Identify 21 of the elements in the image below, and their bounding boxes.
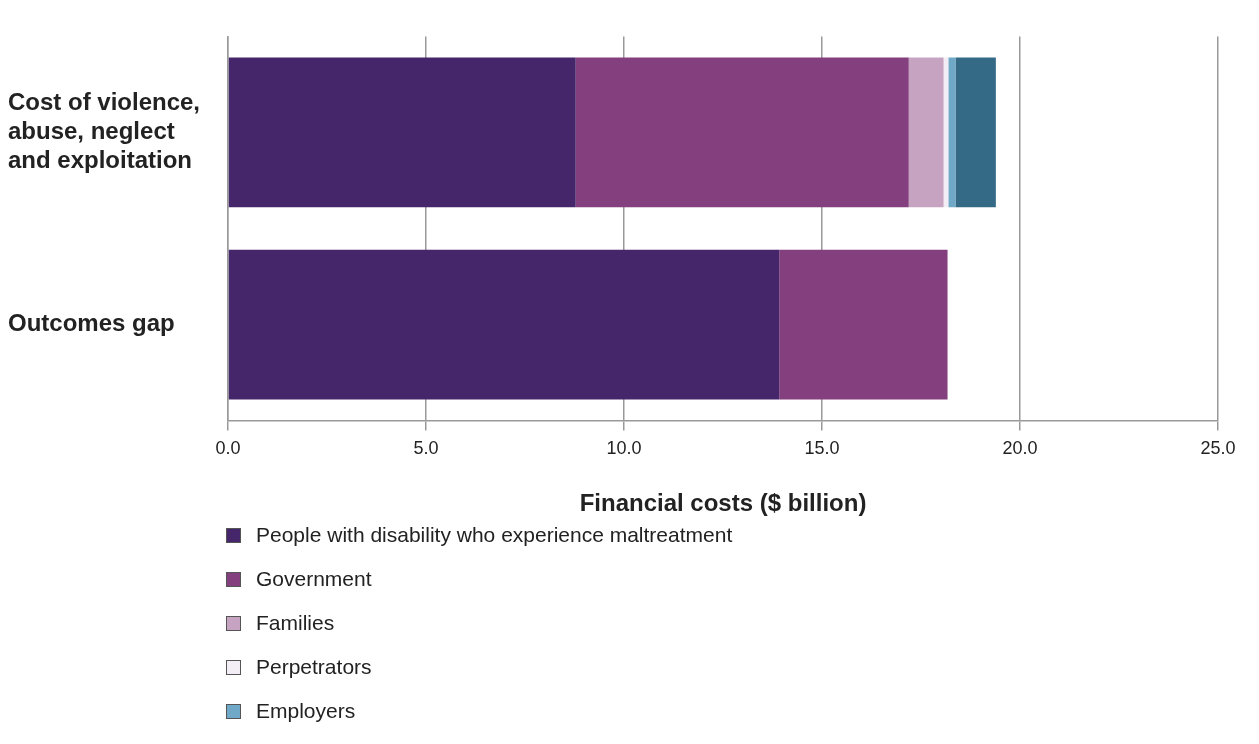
bar: [575, 57, 909, 208]
x-tick-label: 0.0: [215, 438, 241, 459]
legend-label: Government: [256, 567, 372, 591]
legend-label: Perpetrators: [256, 655, 372, 679]
bar: [955, 57, 996, 208]
bar: [779, 249, 948, 400]
x-tick-label: 10.0: [606, 438, 642, 459]
x-tick-label: 5.0: [413, 438, 439, 459]
x-tick-label: 20.0: [1002, 438, 1038, 459]
x-tick-label: 25.0: [1200, 438, 1236, 459]
x-axis-title: Financial costs ($ billion): [579, 489, 867, 517]
legend-label: People with disability who experience maltreatment: [256, 523, 733, 547]
bar: [908, 57, 944, 208]
bar: [228, 249, 780, 400]
bar: [228, 57, 576, 208]
legend-label: Employers: [256, 699, 356, 723]
y-tick-label: Outcomes gap: [8, 309, 175, 337]
y-tick-label: Cost of violence, abuse, neglect and exploitation: [8, 88, 201, 173]
bar: [948, 57, 956, 208]
x-tick-label: 15.0: [804, 438, 840, 459]
legend-label: Families: [256, 611, 335, 635]
